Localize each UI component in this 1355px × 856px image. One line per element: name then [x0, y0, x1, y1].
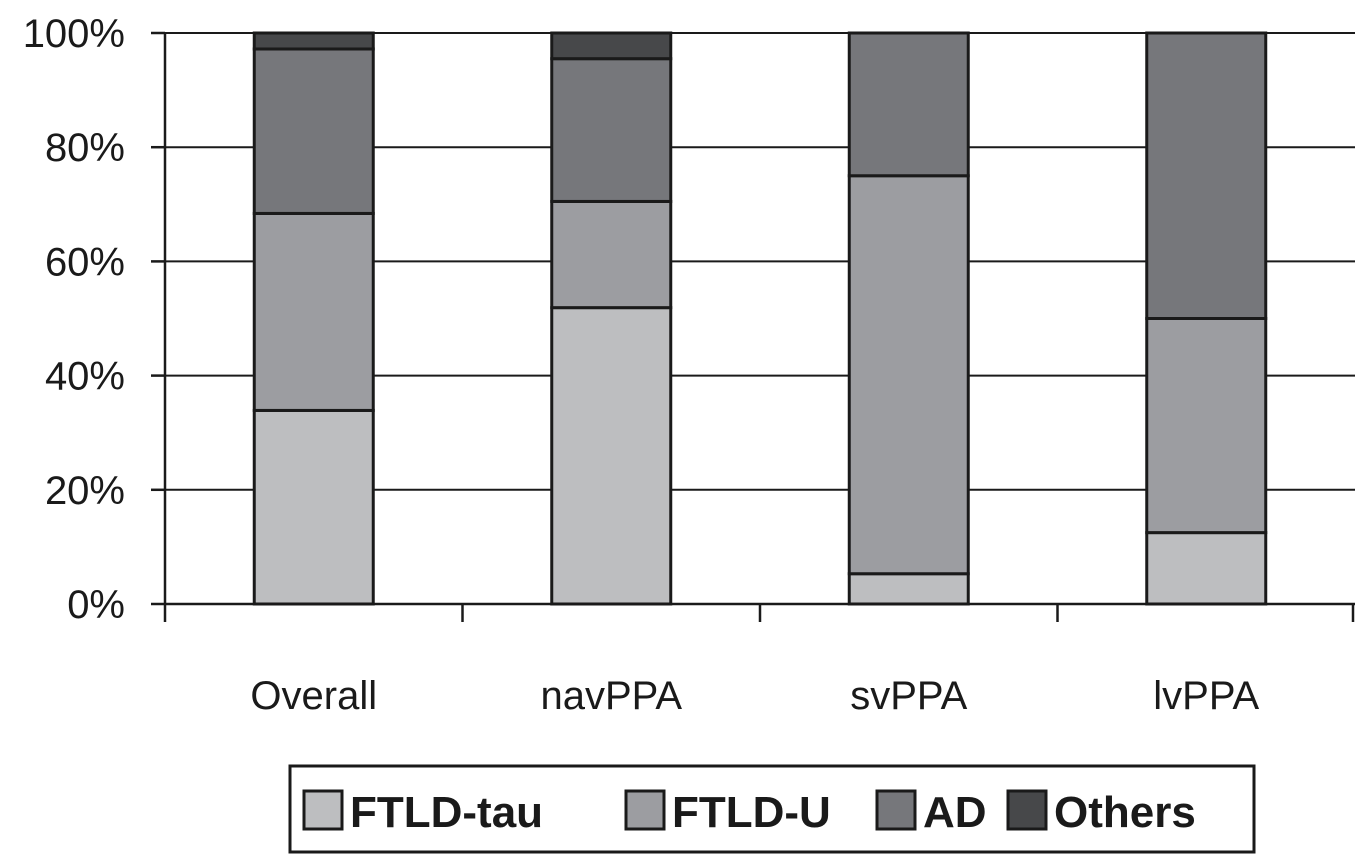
y-tick-label: 60%: [45, 240, 125, 284]
bar-svppa-ftld-tau: [847, 572, 970, 606]
legend-label-ad: AD: [923, 788, 987, 837]
x-axis-categories: Overall navPPA svPPA lvPPA: [250, 674, 1259, 718]
legend-label-others: Others: [1054, 788, 1196, 837]
y-tick-label: 100%: [23, 12, 125, 56]
legend-swatch-ftld-u: [624, 789, 666, 831]
bar-navppa-ftld-tau: [550, 306, 673, 606]
bar-svppa-ftld-u: [847, 174, 970, 576]
legend-label-ftld-tau: FTLD-tau: [350, 788, 543, 837]
bars: [252, 31, 1268, 606]
x-category-label-lvppa: lvPPA: [1153, 674, 1259, 718]
legend-swatch-others: [1006, 789, 1048, 831]
bar-navppa-ftld-u: [550, 199, 673, 310]
bar-lvppa-ftld-tau: [1145, 531, 1268, 606]
bar-overall-others: [252, 31, 375, 51]
x-category-label-navppa: navPPA: [540, 674, 682, 718]
x-category-label-svppa: svPPA: [850, 674, 967, 718]
bar-lvppa-ad: [1145, 31, 1268, 320]
bar-lvppa-ftld-u: [1145, 317, 1268, 535]
axes: [163, 33, 1355, 622]
y-tick-label: 20%: [45, 469, 125, 513]
bar-overall-ad: [252, 47, 375, 215]
bar-overall-ftld-u: [252, 211, 375, 412]
legend-box: [288, 764, 1256, 854]
y-axis-ticks: 0% 20% 40% 60% 80% 100%: [23, 12, 165, 627]
legend-swatch-ad: [875, 789, 917, 831]
legend-label-ftld-u: FTLD-U: [672, 788, 831, 837]
legend: FTLD-tau FTLD-U AD Others: [288, 764, 1256, 854]
bar-navppa-others: [550, 31, 673, 61]
legend-swatch-ftld-tau: [302, 789, 344, 831]
x-category-label-overall: Overall: [250, 674, 377, 718]
y-tick-label: 0%: [67, 583, 125, 627]
bar-overall-ftld-tau: [252, 408, 375, 606]
y-tick-label: 40%: [45, 355, 125, 399]
bar-navppa-ad: [550, 57, 673, 203]
bar-svppa-ad: [847, 31, 970, 178]
y-tick-label: 80%: [45, 126, 125, 170]
